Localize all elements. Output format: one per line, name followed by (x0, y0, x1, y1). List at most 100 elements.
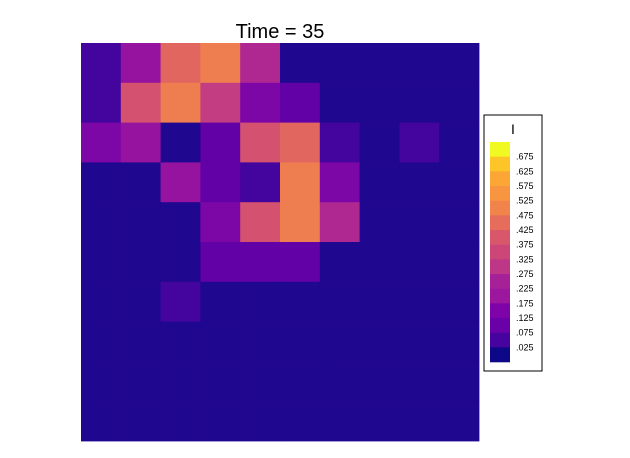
heatmap-cell (280, 162, 321, 203)
heatmap-cell (399, 242, 440, 283)
heatmap-cell (240, 281, 281, 322)
heatmap-cell (439, 321, 480, 362)
heatmap-cell (399, 162, 440, 203)
legend-tick-label: .125 (516, 313, 534, 323)
legend-tick-label: .625 (516, 166, 534, 176)
heatmap-cell (160, 162, 201, 203)
legend-swatch (490, 200, 510, 216)
heatmap-cell (439, 361, 480, 402)
legend-tick-label: .475 (516, 210, 534, 220)
heatmap-cell (319, 43, 360, 84)
heatmap-cell (439, 122, 480, 163)
legend-tick-label: .525 (516, 196, 534, 206)
heatmap-cell (280, 43, 321, 84)
heatmap-cell (359, 281, 400, 322)
heatmap-cell (359, 122, 400, 163)
heatmap-cell (399, 43, 440, 84)
heatmap-cell (399, 321, 440, 362)
heatmap-cell (439, 82, 480, 123)
legend-tick-label: .675 (516, 152, 534, 162)
heatmap-cell (359, 401, 400, 442)
heatmap-cell (240, 122, 281, 163)
heatmap-cell (399, 202, 440, 243)
heatmap-cell (160, 242, 201, 283)
legend-swatches (490, 142, 510, 363)
legend-title: I (511, 121, 515, 137)
heatmap-cell (160, 43, 201, 84)
heatmap-cell (160, 401, 201, 442)
legend-tick-label: .025 (516, 342, 534, 352)
heatmap-cell (439, 242, 480, 283)
legend-swatch (490, 215, 510, 231)
heatmap-cell (399, 361, 440, 402)
heatmap-cell (359, 361, 400, 402)
heatmap-cell (200, 401, 241, 442)
heatmap-cell (81, 281, 122, 322)
heatmap-cell (319, 401, 360, 442)
heatmap-cell (160, 361, 201, 402)
heatmap-cell (120, 401, 161, 442)
legend: I .675 .625 .575 .525 .475 .425 .375 .325 .275 .2… (483, 114, 543, 372)
legend-swatch (490, 186, 510, 201)
legend-tick-label: .275 (516, 269, 534, 279)
heatmap-cell (81, 242, 122, 283)
legend-labels: .675 .625 .575 .525 .475 .425 .375 .325 .275 .225… (516, 152, 534, 353)
heatmap-cell (319, 162, 360, 203)
heatmap-cell (399, 122, 440, 163)
heatmap-cell (359, 43, 400, 84)
legend-swatch (490, 244, 510, 260)
heatmap-cell (439, 401, 480, 442)
heatmap-cell (81, 321, 122, 362)
legend-swatch (490, 259, 510, 275)
heatmap-cell (160, 321, 201, 362)
heatmap-cell (200, 321, 241, 362)
heatmap-cell (319, 321, 360, 362)
heatmap-cell (81, 162, 122, 203)
heatmap-cell (240, 162, 281, 203)
heatmap-cell (160, 202, 201, 243)
legend-swatch (490, 332, 510, 348)
heatmap-cell (160, 122, 201, 163)
heatmap-cell (319, 82, 360, 123)
heatmap-cell (120, 202, 161, 243)
heatmap-cell (120, 43, 161, 84)
heatmap-cell (280, 82, 321, 123)
chart-title: Time = 35 (236, 21, 325, 43)
heatmap-cell (359, 202, 400, 243)
legend-tick-label: .375 (516, 240, 534, 250)
heatmap-cell (319, 361, 360, 402)
heatmap-cell (439, 43, 480, 84)
heatmap-cell (81, 122, 122, 163)
legend-swatch (490, 230, 510, 245)
heatmap-cell (280, 202, 321, 243)
heatmap-cell (240, 242, 281, 283)
heatmap-cell (120, 281, 161, 322)
heatmap-cell (81, 401, 122, 442)
heatmap-cell (240, 82, 281, 123)
heatmap-cell (319, 281, 360, 322)
heatmap-cell (319, 122, 360, 163)
heatmap-cell (240, 361, 281, 402)
heatmap-cell (280, 321, 321, 362)
legend-swatch (490, 274, 510, 289)
heatmap-cell (280, 361, 321, 402)
heatmap-cell (359, 321, 400, 362)
legend-tick-label: .075 (516, 328, 534, 338)
heatmap-cell (439, 202, 480, 243)
heatmap-cell (439, 281, 480, 322)
heatmap-cell (240, 43, 281, 84)
heatmap-cell (120, 162, 161, 203)
heatmap-cell (200, 43, 241, 84)
heatmap-cell (81, 202, 122, 243)
heatmap-cell (280, 242, 321, 283)
legend-swatch (490, 288, 510, 304)
legend-tick-label: .175 (516, 298, 534, 308)
heatmap-cell (200, 162, 241, 203)
heatmap-cell (120, 321, 161, 362)
heatmap-cell (240, 202, 281, 243)
heatmap-cell (399, 82, 440, 123)
heatmap-cell (280, 122, 321, 163)
heatmap-cell (280, 281, 321, 322)
legend-tick-label: .425 (516, 225, 534, 235)
